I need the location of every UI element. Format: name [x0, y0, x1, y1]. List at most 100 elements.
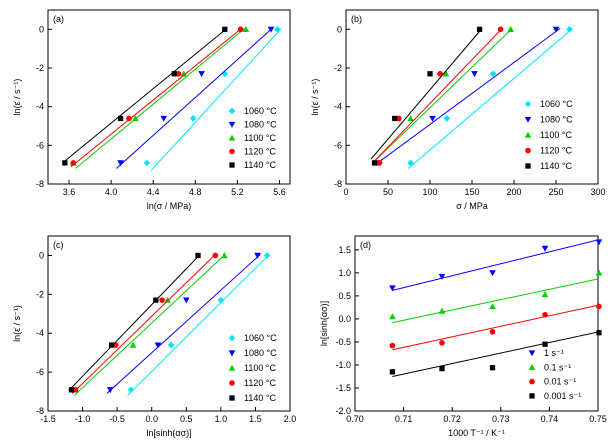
series-5: [370, 26, 483, 166]
series-5: [68, 252, 201, 393]
data-point: [442, 70, 450, 77]
legend-label: 0.1 s⁻¹: [544, 362, 571, 372]
legend-label: 1060 °C: [540, 99, 573, 109]
data-point: [117, 160, 124, 167]
fit-line: [116, 27, 273, 169]
data-point: [127, 386, 135, 394]
data-point: [471, 71, 478, 78]
legend-label: 1120 °C: [540, 146, 572, 156]
series-1: [143, 26, 282, 171]
x-tick-label: 0.75: [589, 414, 607, 424]
fit-line: [392, 278, 598, 324]
data-point: [595, 269, 603, 276]
legend-marker: [229, 380, 235, 386]
data-point: [143, 159, 151, 167]
data-point: [392, 115, 398, 122]
data-point: [159, 297, 165, 303]
legend-label: 1080 °C: [540, 115, 573, 125]
x-tick-label: 4.0: [105, 187, 118, 197]
fit-line: [150, 28, 282, 171]
data-point: [507, 26, 514, 32]
y-tick-label: -8: [36, 179, 44, 189]
plot-frame: [354, 235, 599, 412]
data-point: [489, 328, 496, 335]
x-tick-label: 2.0: [284, 414, 297, 424]
legend: 1060 °C 1080 °C 1100 °C 1120 °C 1140 °C: [524, 99, 573, 171]
data-point: [371, 160, 378, 166]
fit-line: [392, 304, 598, 351]
series-2: [372, 26, 561, 167]
data-point: [154, 342, 162, 349]
data-point: [222, 26, 228, 32]
legend-label: 0.001 s⁻¹: [544, 391, 581, 401]
x-tick-label: 200: [506, 187, 521, 197]
fit-line: [62, 27, 228, 164]
legend-marker: [229, 395, 235, 401]
y-tick-label: -6: [36, 140, 44, 150]
chart-panel-1: 3.6 4.0 4.4 4.8 5.2 5.6 0 -2 -4 -6 -8 ln(σ / MPa) ln…: [12, 9, 291, 211]
x-tick-label: 250: [548, 187, 563, 197]
data-point: [167, 341, 175, 349]
data-point: [126, 115, 132, 122]
legend-label: 1 s⁻¹: [544, 348, 564, 358]
panel-label: (a): [53, 14, 64, 24]
legend-marker: [229, 162, 235, 168]
data-point: [108, 342, 115, 348]
panel-label: (c): [53, 240, 64, 250]
panel-label: (d): [360, 240, 371, 250]
y-tick-label: -0.5: [335, 337, 351, 347]
series-5: [62, 26, 228, 166]
series-2: [389, 269, 603, 324]
data-point: [164, 296, 171, 303]
y-tick-label: 1.5: [338, 245, 351, 255]
data-point: [595, 239, 603, 246]
data-point: [62, 160, 68, 166]
legend-marker: [228, 364, 236, 371]
data-point: [267, 26, 275, 33]
legend-marker: [528, 364, 536, 370]
data-point: [552, 26, 560, 33]
data-point: [541, 291, 549, 298]
data-point: [389, 313, 396, 320]
data-point: [389, 285, 396, 292]
y-tick-label: 0.0: [338, 314, 351, 324]
data-point: [427, 71, 433, 77]
y-axis-label: ln(ε̇ / s⁻¹): [12, 305, 22, 342]
data-point: [489, 365, 496, 371]
data-point: [180, 70, 188, 77]
data-point: [263, 252, 271, 259]
data-point: [217, 296, 225, 304]
data-point: [389, 342, 396, 349]
y-axis-label: ln(ε̇ / s⁻¹): [12, 79, 22, 116]
data-point: [254, 252, 261, 259]
x-tick-label: 0: [343, 187, 348, 197]
y-tick-label: -4: [36, 328, 44, 338]
data-point: [195, 252, 201, 259]
fit-line: [127, 254, 270, 396]
x-tick-label: 5.6: [273, 187, 286, 197]
x-tick-label: 0.71: [395, 414, 413, 424]
fit-line: [68, 254, 201, 391]
series-3: [69, 26, 250, 169]
legend-label: 1100 °C: [540, 130, 572, 140]
data-point: [566, 26, 573, 33]
fit-line: [375, 27, 561, 166]
legend-marker: [228, 350, 236, 357]
data-point: [489, 70, 497, 78]
data-point: [106, 387, 114, 394]
y-tick-label: -1.0: [335, 360, 351, 370]
legend-label: 1140 °C: [540, 161, 572, 171]
x-tick-label: 100: [422, 187, 437, 197]
data-point: [175, 70, 182, 77]
data-point: [160, 115, 168, 122]
legend-label: 1120 °C: [244, 147, 276, 157]
data-point: [221, 70, 229, 78]
x-tick-label: 0.72: [443, 414, 461, 424]
data-point: [171, 71, 177, 77]
x-tick-label: 4.8: [189, 187, 202, 197]
data-point: [429, 115, 436, 122]
x-tick-label: -1.5: [40, 414, 56, 424]
data-point: [242, 26, 250, 32]
legend-marker: [228, 134, 236, 141]
